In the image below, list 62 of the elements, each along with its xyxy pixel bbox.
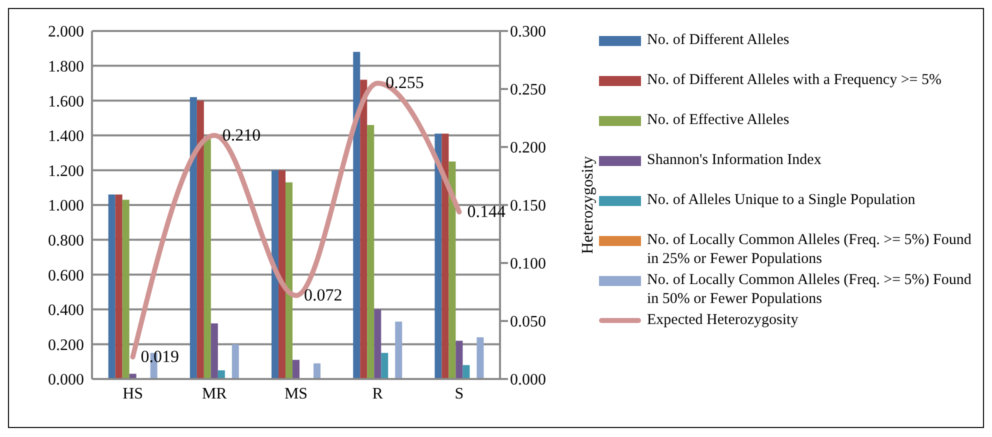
bar — [286, 182, 293, 379]
x-tick-label: S — [454, 385, 464, 402]
y-tick-label: 1.000 — [48, 198, 84, 215]
bar — [122, 200, 130, 379]
legend-label: Shannon's Information Index — [647, 151, 822, 170]
legend-label: No. of Effective Alleles — [647, 111, 790, 130]
y2-tick-label: 0.300 — [510, 24, 546, 41]
x-tick-label: R — [372, 385, 384, 402]
y-tick-label: 1.600 — [48, 93, 84, 110]
data-label: 0.210 — [222, 125, 261, 144]
legend-label: Expected Heterozygosity — [647, 311, 798, 330]
bar — [448, 162, 456, 379]
y-tick-label: 0.000 — [48, 372, 84, 389]
bar — [190, 97, 197, 379]
bar — [115, 194, 122, 379]
legend-label: No. of Different Alleles — [647, 31, 790, 50]
bar — [278, 170, 286, 379]
y2-tick-label: 0.150 — [510, 198, 546, 215]
bar — [442, 134, 449, 379]
bar — [374, 309, 382, 379]
x-tick-label: HS — [122, 385, 144, 402]
bar — [210, 323, 218, 379]
legend-label: No. of Alleles Unique to a Single Population — [647, 191, 916, 210]
y-tick-label: 0.800 — [48, 232, 84, 250]
bar — [381, 352, 388, 379]
legend-label: No. of Locally Common Alleles (Freq. >= 5%) Found in 25% or Fewer Populations — [647, 231, 972, 269]
y-tick-label: 0.600 — [48, 267, 84, 284]
y-tick-label: 1.200 — [48, 162, 84, 180]
bar — [367, 124, 374, 379]
y2-tick-label: 0.250 — [510, 82, 546, 99]
bar — [314, 363, 321, 379]
y2-tick-label: 0.200 — [510, 140, 546, 157]
y-tick-label: 2.000 — [48, 24, 84, 41]
bar — [434, 134, 442, 379]
data-label: 0.144 — [467, 202, 506, 221]
y-tick-label: 1.400 — [48, 128, 84, 146]
bar — [462, 365, 470, 379]
y-tick-label: 0.200 — [48, 336, 84, 354]
legend-label: No. of Different Alleles with a Frequency >= 5% — [647, 71, 942, 90]
legend-label: No. of Locally Common Alleles (Freq. >= 5%) Found in 50% or Fewer Populations — [647, 271, 972, 309]
bar — [360, 80, 368, 379]
data-label: 0.019 — [140, 346, 180, 366]
y2-axis-title: Heterozygosity — [580, 156, 597, 254]
bar — [395, 322, 402, 379]
bar — [108, 194, 116, 379]
y-tick-label: 0.400 — [48, 302, 84, 320]
bar — [272, 170, 279, 379]
bar — [204, 138, 211, 379]
data-label: 0.072 — [304, 285, 342, 304]
bar — [456, 340, 463, 379]
bar — [476, 337, 484, 379]
y2-tick-label: 0.000 — [510, 372, 546, 389]
y2-tick-label: 0.050 — [510, 314, 546, 331]
bar — [232, 344, 239, 379]
y2-tick-label: 0.100 — [510, 256, 546, 273]
bar — [196, 100, 204, 379]
x-tick-label: MR — [202, 385, 228, 402]
data-label: 0.255 — [386, 73, 424, 92]
x-tick-label: MS — [284, 385, 308, 402]
bar — [353, 52, 360, 379]
y-tick-label: 1.800 — [48, 58, 84, 76]
bar — [292, 360, 300, 379]
